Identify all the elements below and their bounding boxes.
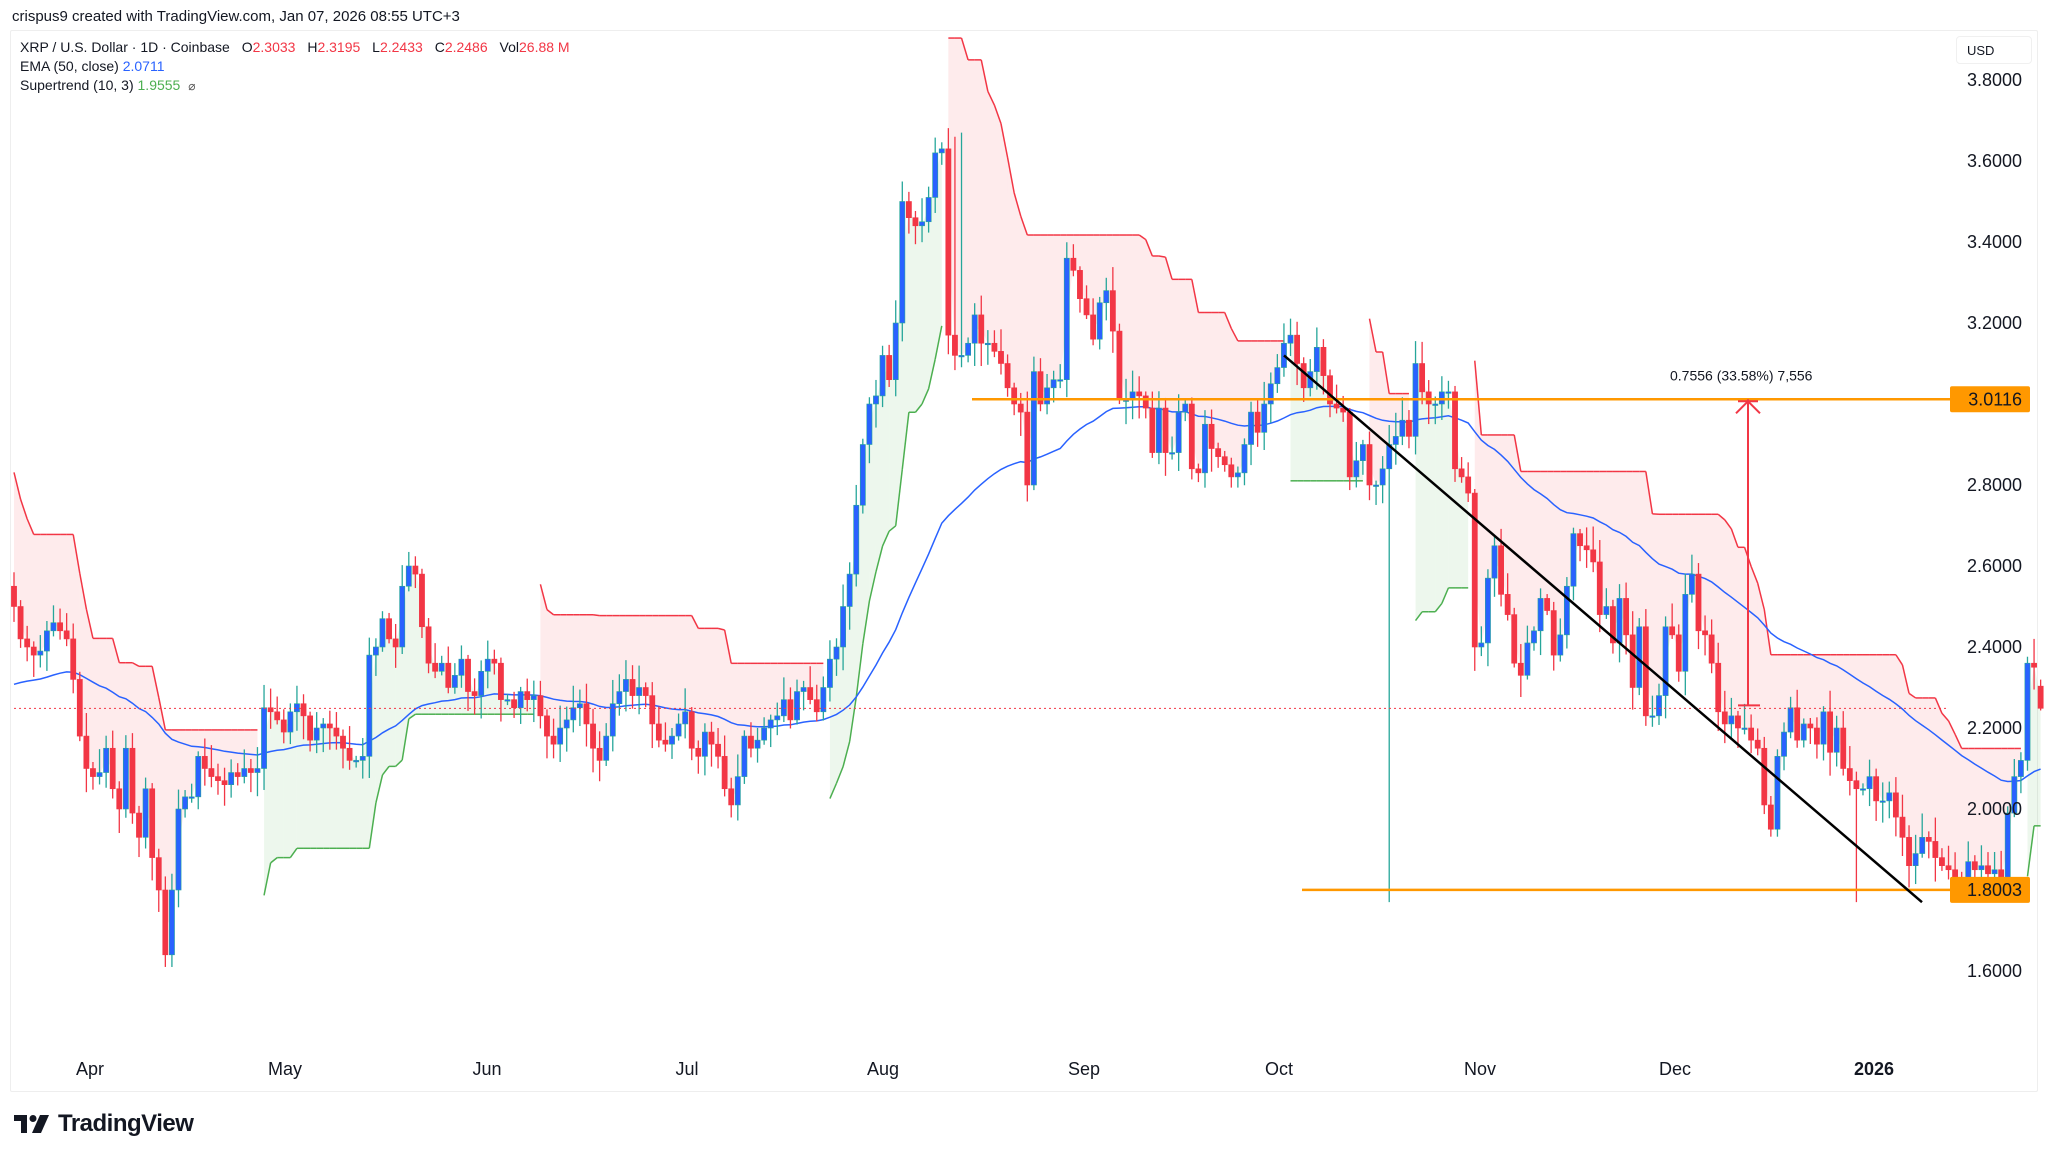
legend-supertrend-row[interactable]: Supertrend (10, 3) 1.9555 ⌀ [20,76,570,96]
close-label: C [434,39,445,55]
tradingview-logo-icon [14,1115,49,1133]
chart-legend: XRP / U.S. Dollar · 1D · Coinbase O2.303… [20,38,570,96]
time-tick: Jul [675,1059,698,1079]
supertrend-value: 1.9555 [137,77,181,93]
supertrend-line [13,37,2041,896]
price-tick: 2.6000 [1967,556,2022,576]
time-tick: Dec [1659,1059,1691,1079]
price-tick: 3.4000 [1967,232,2022,252]
tradingview-logo[interactable]: TradingView [14,1110,194,1138]
high-value: 2.3195 [317,39,361,55]
candlesticks [11,128,2044,967]
tradingview-logo-text: TradingView [58,1110,194,1137]
symbol-title: XRP / U.S. Dollar · 1D · Coinbase [20,39,230,55]
legend-symbol-row[interactable]: XRP / U.S. Dollar · 1D · Coinbase O2.303… [20,38,570,57]
resistance-price-tag: 3.0116 [1950,386,2030,413]
time-tick: May [268,1059,302,1079]
volume-value: 26.88 M [519,39,570,55]
measure-label: 0.7556 (33.58%) 7,556 [1670,367,1813,383]
currency-selector[interactable]: USD [1956,36,2032,64]
ema-label: EMA (50, close) [20,58,119,74]
support-price-tag: 1.8003 [1950,876,2030,903]
time-tick: Aug [867,1059,899,1079]
price-tick: 3.8000 [1967,70,2022,90]
low-value: 2.2433 [379,39,423,55]
volume-label: Vol [499,39,519,55]
open-value: 2.3033 [252,39,296,55]
low-label: L [372,39,380,55]
time-tick: Nov [1464,1059,1496,1079]
svg-text:3.0116: 3.0116 [1968,389,2022,409]
price-axis[interactable]: 3.8000 3.6000 3.4000 3.2000 2.8000 2.6000 2.40… [1950,70,2030,981]
price-tick: 2.8000 [1967,475,2022,495]
chart-credit: crispus9 created with TradingView.com, J… [12,8,460,25]
svg-text:1.8003: 1.8003 [1967,880,2022,900]
time-tick: Oct [1265,1059,1293,1079]
time-tick: Apr [76,1059,104,1079]
price-tick: 2.4000 [1967,637,2022,657]
price-tick: 1.6000 [1967,961,2022,981]
hidden-eye-icon[interactable]: ⌀ [188,79,196,93]
price-tick: 3.6000 [1967,151,2022,171]
ema-value: 2.0711 [122,58,165,74]
high-label: H [307,39,318,55]
open-label: O [241,39,253,55]
price-tick: 2.2000 [1967,718,2022,738]
time-tick: Jun [472,1059,501,1079]
price-tick: 2.0000 [1967,799,2022,819]
time-tick: Sep [1068,1059,1100,1079]
legend-ema-row[interactable]: EMA (50, close) 2.0711 [20,57,570,76]
close-value: 2.2486 [444,39,488,55]
price-tick: 3.2000 [1967,313,2022,333]
supertrend-label: Supertrend (10, 3) [20,77,134,93]
time-axis[interactable]: Apr May Jun Jul Aug Sep Oct Nov Dec 2026 [76,1059,1894,1079]
time-tick: 2026 [1854,1059,1894,1079]
chart-frame [10,30,2038,1092]
drawings[interactable]: 0.7556 (33.58%) 7,556 [14,354,1950,904]
